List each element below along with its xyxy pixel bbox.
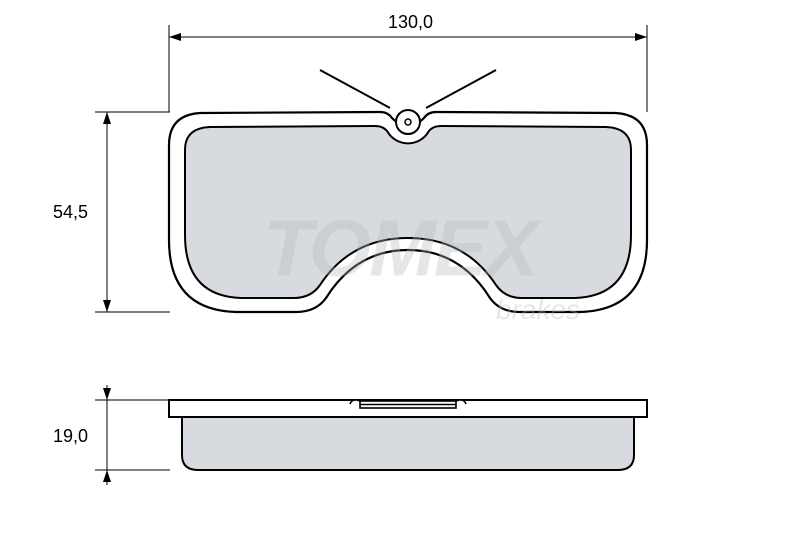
brake-pad-top-view (169, 400, 647, 470)
dim-width-label: 130,0 (388, 12, 433, 33)
dim-thickness-label: 19,0 (53, 426, 88, 447)
dim-thickness (95, 385, 170, 485)
brake-pad-front-view (169, 70, 647, 312)
dim-height-label: 54,5 (53, 202, 88, 223)
dim-height (95, 112, 170, 312)
technical-drawing (0, 0, 800, 534)
dim-width (169, 25, 647, 112)
